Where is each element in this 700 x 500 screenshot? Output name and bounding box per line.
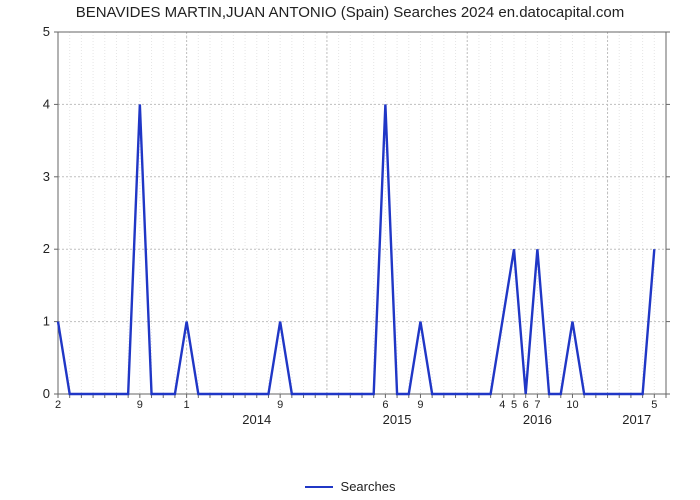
svg-text:0: 0	[43, 386, 50, 401]
svg-text:7: 7	[534, 399, 540, 411]
svg-text:6: 6	[382, 399, 388, 411]
chart-title: BENAVIDES MARTIN,JUAN ANTONIO (Spain) Se…	[0, 4, 700, 21]
chart-container: BENAVIDES MARTIN,JUAN ANTONIO (Spain) Se…	[0, 0, 700, 500]
svg-text:5: 5	[511, 399, 517, 411]
svg-text:2016: 2016	[523, 412, 552, 427]
legend-swatch	[305, 486, 333, 488]
svg-text:10: 10	[566, 399, 578, 411]
svg-text:2014: 2014	[242, 412, 271, 427]
svg-text:3: 3	[43, 169, 50, 184]
svg-text:2: 2	[43, 241, 50, 256]
legend: Searches	[0, 478, 700, 494]
svg-text:5: 5	[43, 26, 50, 39]
svg-text:2017: 2017	[622, 412, 651, 427]
chart-plot: 012345 2919694567105 2014201520162017	[38, 26, 678, 436]
svg-text:1: 1	[184, 399, 190, 411]
svg-text:9: 9	[277, 399, 283, 411]
svg-text:9: 9	[417, 399, 423, 411]
svg-text:1: 1	[43, 314, 50, 329]
svg-text:5: 5	[651, 399, 657, 411]
legend-label: Searches	[341, 479, 396, 494]
svg-text:2: 2	[55, 399, 61, 411]
svg-text:6: 6	[523, 399, 529, 411]
svg-text:9: 9	[137, 399, 143, 411]
svg-text:4: 4	[43, 96, 50, 111]
svg-text:4: 4	[499, 399, 505, 411]
svg-text:2015: 2015	[383, 412, 412, 427]
